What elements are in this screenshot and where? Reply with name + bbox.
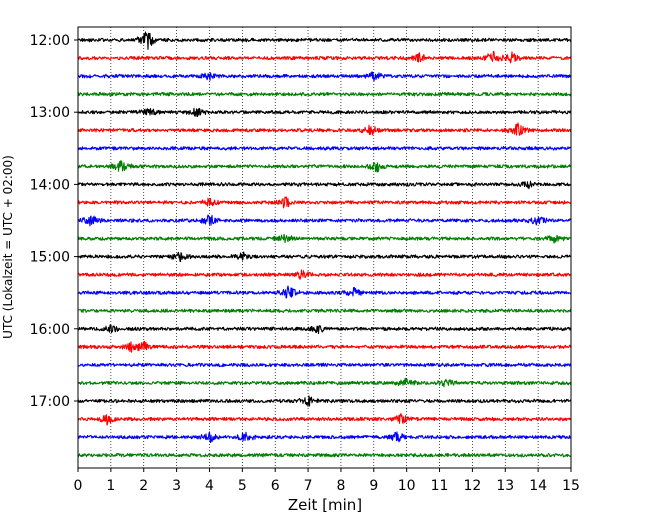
x-tick-label: 2 (139, 478, 148, 494)
y-tick-label: 17:00 (30, 394, 70, 410)
trace-1730 (77, 431, 572, 443)
trace-1645 (77, 377, 572, 388)
trace-1700 (77, 395, 572, 407)
x-tick-label: 5 (238, 478, 247, 494)
trace-1445 (77, 233, 572, 244)
y-axis-ticks: 12:00 13:00 14:00 15:00 16:00 17:00 (30, 33, 78, 410)
trace-1600 (77, 324, 572, 335)
y-axis-label: UTC (Lokalzeit = UTC + 02:00) (1, 155, 15, 339)
x-tick-label: 10 (398, 478, 416, 494)
x-tick-label: 7 (304, 478, 313, 494)
x-tick-label: 13 (496, 478, 514, 494)
x-axis-label: Zeit [min] (288, 496, 362, 514)
y-tick-label: 12:00 (30, 33, 70, 49)
trace-1500 (77, 251, 572, 263)
x-tick-label: 8 (336, 478, 345, 494)
trace-1330 (77, 146, 572, 151)
trace-1400 (77, 180, 572, 190)
trace-1345 (77, 160, 572, 173)
y-tick-label: 15:00 (30, 250, 70, 266)
seismogram-traces (77, 31, 572, 458)
trace-1630 (77, 362, 572, 368)
trace-1715 (77, 413, 572, 426)
x-tick-label: 3 (172, 478, 181, 494)
trace-1300 (77, 107, 572, 118)
trace-1430 (77, 214, 572, 227)
y-tick-label: 14:00 (30, 177, 70, 193)
trace-1315 (77, 122, 572, 136)
trace-1200 (77, 31, 572, 50)
trace-1615 (77, 340, 572, 353)
trace-1415 (77, 196, 572, 209)
x-axis-ticks: 0 1 2 3 4 5 6 7 8 9 10 11 12 13 14 15 (74, 468, 580, 494)
trace-1515 (77, 269, 572, 280)
trace-1530 (77, 285, 572, 299)
plot-frame (77, 26, 572, 469)
x-tick-label: 4 (205, 478, 214, 494)
x-tick-label: 14 (529, 478, 547, 494)
trace-1545 (77, 308, 572, 313)
x-tick-label: 12 (463, 478, 481, 494)
x-tick-label: 0 (74, 478, 83, 494)
x-tick-label: 11 (431, 478, 449, 494)
x-tick-label: 6 (271, 478, 280, 494)
trace-1230 (77, 71, 572, 82)
trace-1245 (77, 91, 572, 97)
x-tick-label: 1 (106, 478, 115, 494)
trace-1745 (77, 452, 572, 458)
y-tick-label: 13:00 (30, 105, 70, 121)
x-tick-label: 15 (562, 478, 580, 494)
y-tick-label: 16:00 (30, 322, 70, 338)
trace-1215 (77, 50, 572, 64)
x-tick-label: 9 (369, 478, 378, 494)
